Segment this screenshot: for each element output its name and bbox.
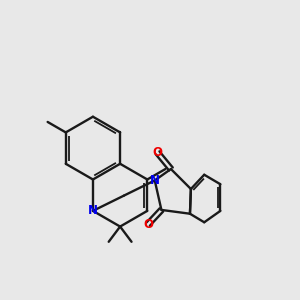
Text: O: O [153, 146, 163, 159]
Text: N: N [88, 204, 98, 218]
Text: O: O [143, 218, 153, 231]
Text: N: N [150, 174, 160, 187]
